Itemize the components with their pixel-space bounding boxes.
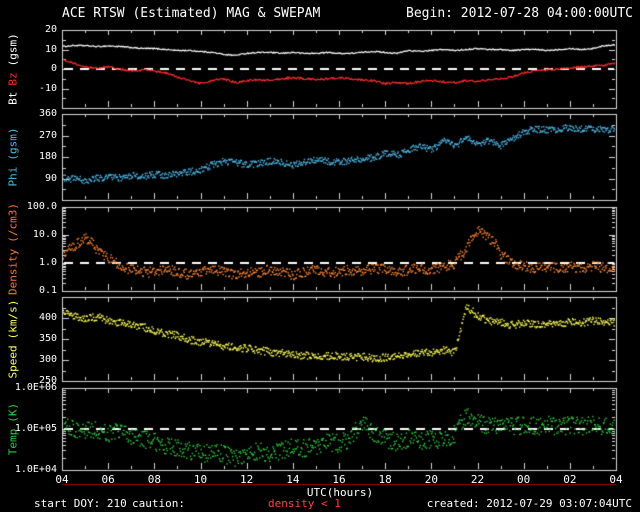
caution-value: density < 1 [268,497,341,510]
caution-label: caution: [132,497,185,510]
plot-title: ACE RTSW (Estimated) MAG & SWEPAM [62,6,321,21]
x-axis-label: UTC(hours) [306,486,374,499]
created-timestamp: created: 2012-07-29 03:07:04UTC [426,497,632,510]
begin-timestamp: Begin: 2012-07-28 04:00:00UTC [406,6,633,21]
title-row: ACE RTSW (Estimated) MAG & SWEPAM Begin:… [62,6,633,21]
start-doy-text: start DOY: 210 [34,497,127,510]
